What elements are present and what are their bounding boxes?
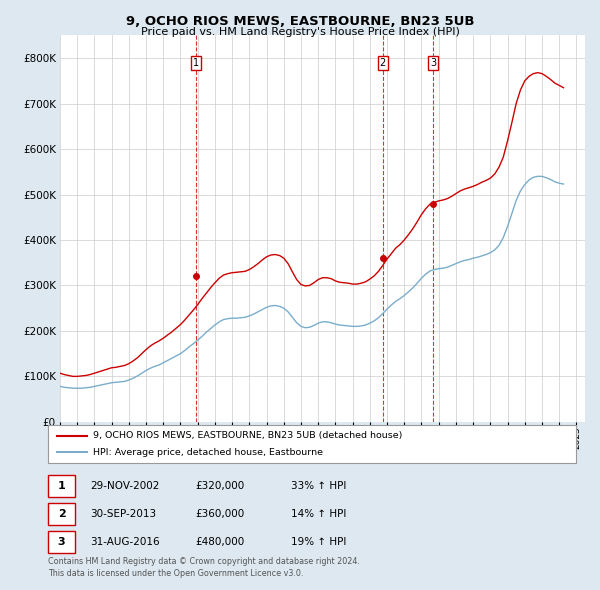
Text: £360,000: £360,000 — [195, 509, 244, 519]
Text: 3: 3 — [430, 58, 436, 68]
Text: This data is licensed under the Open Government Licence v3.0.: This data is licensed under the Open Gov… — [48, 569, 304, 578]
Text: HPI: Average price, detached house, Eastbourne: HPI: Average price, detached house, East… — [93, 448, 323, 457]
Text: 30-SEP-2013: 30-SEP-2013 — [90, 509, 156, 519]
Text: 33% ↑ HPI: 33% ↑ HPI — [291, 481, 346, 491]
Text: £480,000: £480,000 — [195, 537, 244, 547]
Text: Price paid vs. HM Land Registry's House Price Index (HPI): Price paid vs. HM Land Registry's House … — [140, 27, 460, 37]
Text: 3: 3 — [58, 537, 65, 547]
Text: Contains HM Land Registry data © Crown copyright and database right 2024.: Contains HM Land Registry data © Crown c… — [48, 557, 360, 566]
Text: 2: 2 — [380, 58, 386, 68]
Text: 9, OCHO RIOS MEWS, EASTBOURNE, BN23 5UB (detached house): 9, OCHO RIOS MEWS, EASTBOURNE, BN23 5UB … — [93, 431, 403, 440]
Text: 9, OCHO RIOS MEWS, EASTBOURNE, BN23 5UB: 9, OCHO RIOS MEWS, EASTBOURNE, BN23 5UB — [126, 15, 474, 28]
Text: £320,000: £320,000 — [195, 481, 244, 491]
Text: 2: 2 — [58, 509, 65, 519]
Text: 19% ↑ HPI: 19% ↑ HPI — [291, 537, 346, 547]
Text: 31-AUG-2016: 31-AUG-2016 — [90, 537, 160, 547]
Text: 29-NOV-2002: 29-NOV-2002 — [90, 481, 160, 491]
Text: 1: 1 — [58, 481, 65, 491]
Text: 14% ↑ HPI: 14% ↑ HPI — [291, 509, 346, 519]
Text: 1: 1 — [193, 58, 199, 68]
